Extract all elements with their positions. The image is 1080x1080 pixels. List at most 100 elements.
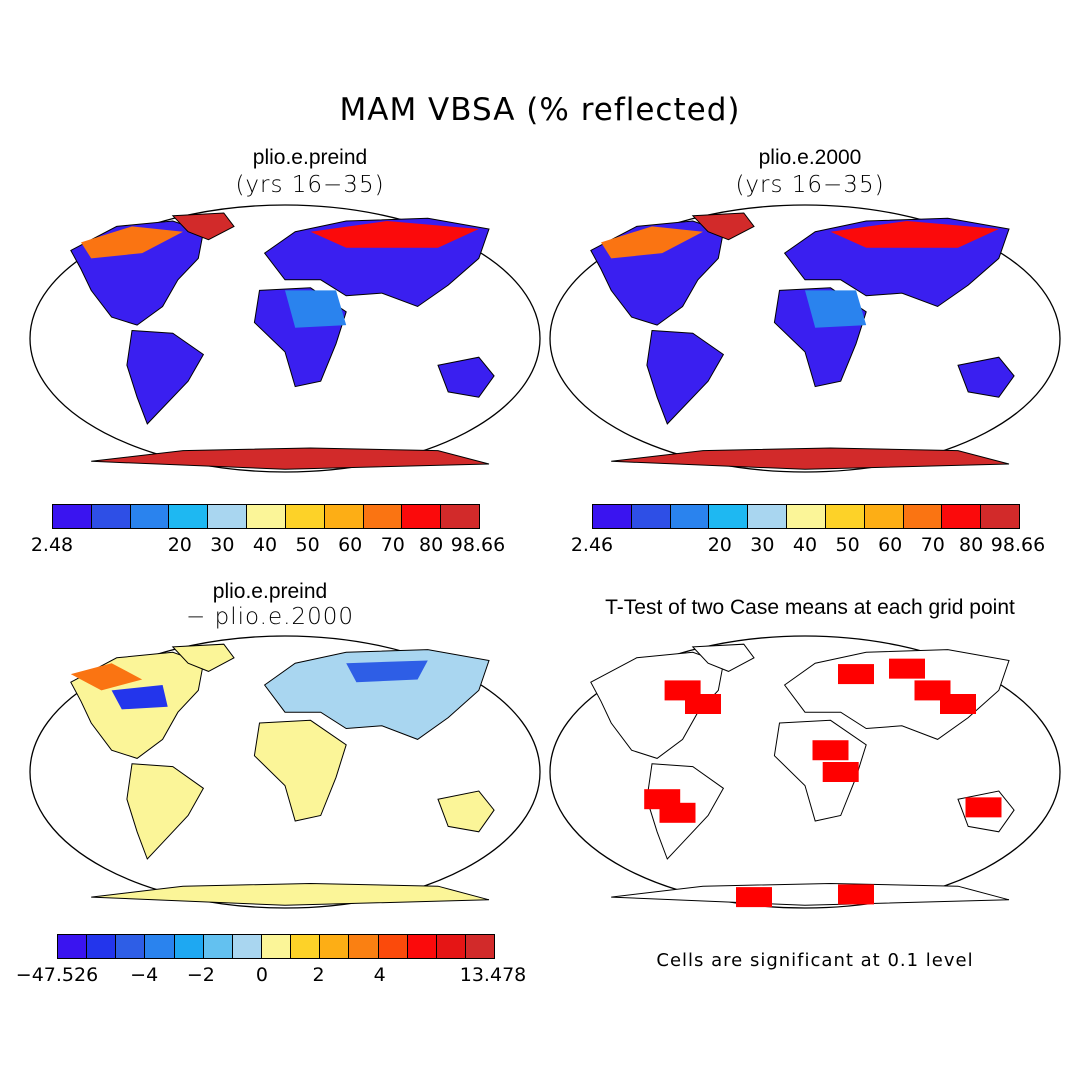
colorbar-swatch (291, 935, 321, 958)
panel1-subtitle: (yrs 16−35) (235, 172, 385, 198)
panel4-significant-cells (940, 694, 976, 714)
panel3-subtitle: − plio.e.2000 (186, 604, 354, 630)
panel3-diff-negative-patch (111, 685, 168, 710)
panel3-diff-eurasia-negative (346, 660, 428, 683)
colorbar-tick-label: 98.66 (450, 534, 506, 556)
panel2-eurasia-snow (830, 221, 999, 248)
colorbar-swatch (87, 935, 117, 958)
panel4-significant-cells (838, 884, 874, 905)
colorbar-swatch (130, 505, 170, 528)
colorbar-swatch (981, 505, 1019, 528)
panel1-antarctica (91, 447, 490, 470)
panel1-eurasia-snow (310, 221, 479, 248)
panel3-samerica (126, 763, 205, 860)
panel2-colorbar-labels: 2.46 20 30 40 50 60 70 80 98.66 (571, 534, 1045, 558)
colorbar-tick-label: 2 (312, 964, 325, 986)
colorbar-tick-label: 50 (295, 534, 320, 556)
panel2-title: plio.e.2000 (758, 146, 862, 169)
colorbar-swatch (208, 505, 248, 528)
colorbar-tick-label: 70 (380, 534, 405, 556)
colorbar-tick-label: 80 (959, 534, 984, 556)
colorbar-swatch (320, 935, 350, 958)
panel3-africa (253, 719, 347, 822)
colorbar-tick-label: 13.478 (459, 964, 527, 986)
panel3-colorbar-labels: −47.526 −4 −2 0 2 4 13.478 (16, 964, 526, 988)
panel2-samerica (646, 329, 725, 425)
colorbar-tick-label: −2 (186, 964, 215, 986)
colorbar-swatch (58, 935, 88, 958)
panel3-colorbar (57, 934, 495, 959)
colorbar-tick-label: 70 (920, 534, 945, 556)
main-title: MAM VBSA (% reflected) (339, 92, 741, 128)
panel4-significant-cells (889, 658, 925, 679)
colorbar-tick-label: 80 (419, 534, 444, 556)
panel4-significant-cells (838, 664, 874, 685)
colorbar-swatch (145, 935, 175, 958)
colorbar-swatch (631, 505, 671, 528)
colorbar-tick-label: −47.526 (15, 964, 99, 986)
colorbar-swatch (363, 505, 403, 528)
colorbar-tick-label: −4 (130, 964, 159, 986)
colorbar-tick-label: 4 (373, 964, 386, 986)
colorbar-tick-label: 40 (252, 534, 278, 556)
colorbar-swatch (942, 505, 982, 528)
colorbar-tick-label: 98.66 (990, 534, 1046, 556)
colorbar-tick-label: 2.48 (30, 534, 74, 556)
colorbar-swatch (174, 935, 204, 958)
panel4-significant-cells (685, 694, 721, 714)
colorbar-swatch (169, 505, 209, 528)
panel2-colorbar (592, 504, 1020, 529)
panel3-eurasia (263, 649, 490, 740)
panel1-colorbar-labels: 2.48 20 30 40 50 60 70 80 98.66 (31, 534, 505, 558)
colorbar-swatch (441, 505, 479, 528)
colorbar-swatch (232, 935, 262, 958)
panel1-greenland (171, 212, 235, 241)
panel2-australia (957, 356, 1015, 398)
colorbar-swatch (748, 505, 788, 528)
colorbar-swatch (247, 505, 286, 528)
panel2-sahara-brightness (805, 290, 867, 328)
colorbar-tick-label: 40 (792, 534, 818, 556)
colorbar-swatch (203, 935, 233, 958)
colorbar-tick-label: 30 (210, 534, 235, 556)
colorbar-swatch (864, 505, 904, 528)
colorbar-tick-label: 0 (255, 964, 268, 986)
panel4-significant-cells (965, 797, 1002, 818)
colorbar-swatch (465, 935, 495, 958)
colorbar-swatch (53, 505, 92, 528)
panel1-sahara-brightness (285, 290, 347, 328)
colorbar-swatch (285, 505, 325, 528)
colorbar-swatch (903, 505, 943, 528)
colorbar-swatch (709, 505, 749, 528)
colorbar-swatch (378, 935, 408, 958)
panel4-antarctica (611, 882, 1010, 906)
colorbar-swatch (436, 935, 466, 958)
colorbar-tick-label: 20 (167, 534, 192, 556)
panel3-antarctica (91, 882, 490, 906)
colorbar-tick-label: 60 (338, 534, 363, 556)
panel2-north-america-snow (601, 226, 703, 259)
panel1-colorbar (52, 504, 480, 529)
colorbar-swatch (402, 505, 442, 528)
panel3-australia (437, 790, 495, 833)
panel1-samerica (126, 329, 205, 425)
panel4-significant-cells (812, 740, 849, 761)
colorbar-tick-label: 20 (707, 534, 732, 556)
colorbar-swatch (324, 505, 364, 528)
panel3-diff-positive-patch (70, 663, 143, 691)
panel4-namerica (590, 651, 724, 759)
panel4-significant-cells (736, 887, 772, 908)
colorbar-swatch (261, 935, 292, 958)
panel3-greenland (171, 643, 235, 672)
colorbar-tick-label: 60 (878, 534, 903, 556)
panel1-australia (437, 356, 495, 398)
colorbar-swatch (407, 935, 437, 958)
panel4-significant-cells (822, 762, 859, 782)
colorbar-swatch (670, 505, 710, 528)
panel2-greenland (691, 212, 755, 241)
panel4-title: T-Test of two Case means at each grid po… (605, 596, 1015, 619)
colorbar-swatch (116, 935, 146, 958)
significance-note: Cells are significant at 0.1 level (656, 950, 974, 971)
panel3-title: plio.e.preind (212, 580, 328, 603)
panel4-significant-cells (659, 802, 696, 823)
